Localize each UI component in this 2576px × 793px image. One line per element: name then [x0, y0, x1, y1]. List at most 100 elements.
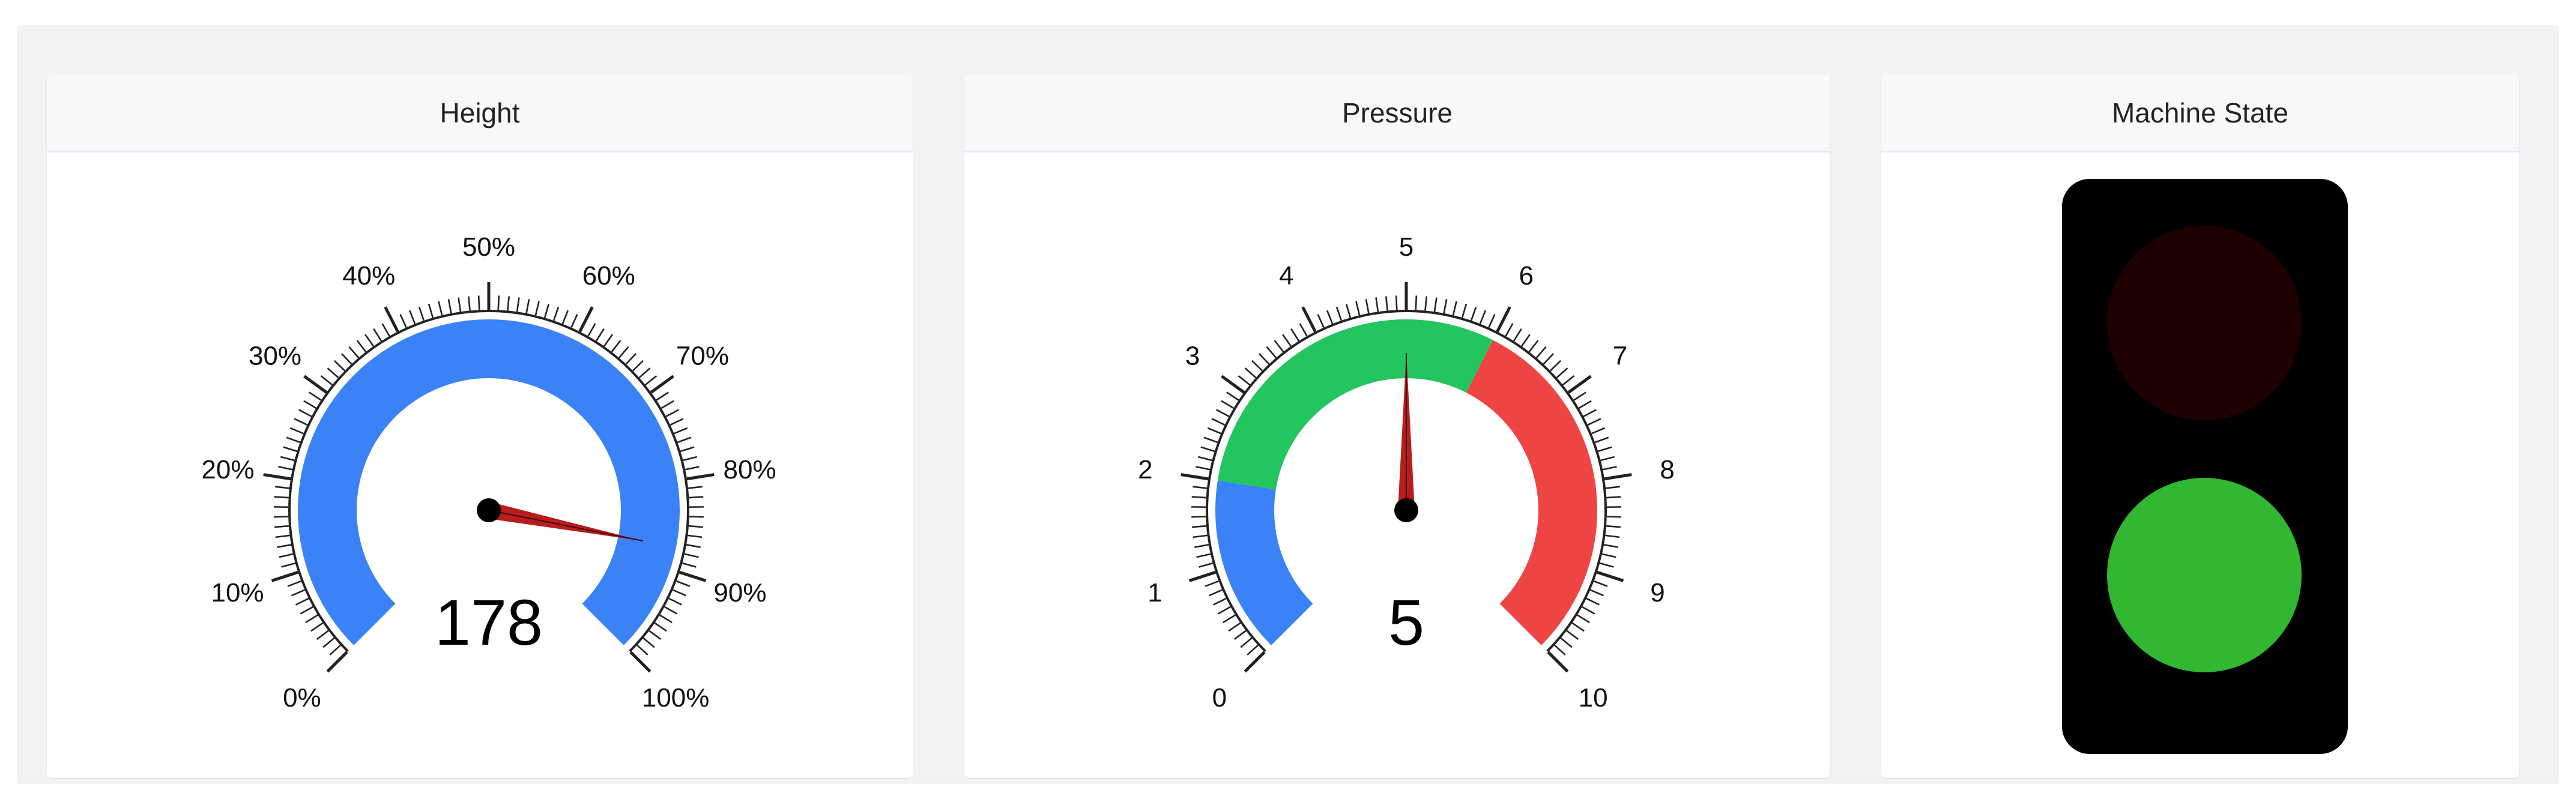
pressure-gauge-major-tick: [1604, 473, 1632, 481]
pressure-gauge-minor-tick: [1205, 580, 1220, 587]
pressure-gauge-minor-tick: [1247, 644, 1259, 656]
pressure-gauge-minor-tick: [1560, 637, 1573, 648]
height-gauge-tick-label: 10%: [211, 578, 264, 608]
height-gauge-minor-tick: [587, 323, 596, 337]
height-gauge-minor-tick: [409, 310, 416, 324]
height-gauge-minor-tick: [659, 614, 673, 624]
pressure-gauge-scale-arc: [1206, 309, 1607, 653]
height-gauge-minor-tick: [632, 360, 644, 372]
height-gauge-minor-tick: [289, 427, 304, 435]
pressure-gauge-minor-tick: [1207, 427, 1221, 435]
height-gauge-minor-tick: [381, 323, 390, 337]
height-gauge-major-tick: [650, 375, 674, 394]
height-gauge-major-tick: [271, 570, 299, 582]
height-gauge-tick-label: 20%: [201, 455, 254, 484]
pressure-gauge-minor-tick: [1470, 306, 1477, 321]
height-gauge-minor-tick: [274, 525, 289, 528]
machine-state-panel: Machine State: [1881, 74, 2519, 778]
pressure-gauge-minor-tick: [1212, 597, 1227, 606]
pressure-gauge-band-2: [1466, 340, 1597, 645]
height-gauge-minor-tick: [668, 597, 683, 606]
pressure-gauge-minor-tick: [1543, 353, 1555, 365]
height-gauge-minor-tick: [642, 637, 655, 648]
pressure-gauge-minor-tick: [1461, 303, 1468, 318]
height-gauge-tick-label: 80%: [724, 455, 776, 484]
pressure-gauge-minor-tick: [1192, 525, 1207, 528]
height-gauge-minor-tick: [497, 295, 500, 310]
height-gauge-band-0: [297, 319, 680, 645]
height-panel-header: Height: [47, 74, 913, 152]
pressure-gauge-tick-label: 3: [1185, 341, 1200, 370]
pressure-gauge-tick-label: 6: [1519, 261, 1534, 291]
pressure-gauge-minor-tick: [1345, 303, 1352, 318]
pressure-panel: Pressure 0 1 2 3 4 5 6 7 8 9 10 5: [964, 74, 1830, 778]
traffic-light-top-lamp: [2107, 226, 2302, 420]
pressure-gauge-minor-tick: [1208, 589, 1223, 597]
height-gauge-tick-label: 60%: [582, 261, 635, 291]
pressure-gauge-band-0: [1215, 480, 1313, 645]
height-gauge-minor-tick: [570, 314, 578, 328]
machine-state-panel-header: Machine State: [1881, 74, 2519, 152]
pressure-gauge-minor-tick: [1602, 466, 1617, 471]
pressure-gauge-minor-tick: [1233, 630, 1247, 640]
pressure-gauge-minor-tick: [1582, 606, 1595, 615]
height-gauge-minor-tick: [438, 301, 443, 316]
pressure-gauge-minor-tick: [1216, 409, 1230, 417]
height-gauge-minor-tick: [399, 314, 407, 328]
pressure-gauge-minor-tick: [1191, 496, 1206, 499]
height-gauge-minor-tick: [340, 353, 352, 365]
pressure-gauge-tick-label: 9: [1650, 578, 1664, 608]
height-gauge-minor-tick: [283, 446, 298, 453]
pressure-gauge-minor-tick: [1586, 597, 1600, 606]
pressure-gauge-major-tick: [1301, 306, 1317, 333]
height-gauge-minor-tick: [688, 525, 703, 528]
height-gauge-tick-label: 100%: [642, 683, 710, 713]
height-gauge-minor-tick: [644, 375, 658, 386]
pressure-gauge-minor-tick: [1221, 400, 1235, 409]
height-gauge-tick-label: 90%: [713, 578, 766, 608]
height-gauge-major-tick: [686, 473, 715, 481]
pressure-gauge-minor-tick: [1605, 486, 1620, 489]
pressure-gauge-minor-tick: [1355, 301, 1361, 316]
height-gauge-minor-tick: [670, 418, 684, 426]
pressure-panel-body: 0 1 2 3 4 5 6 7 8 9 10 5: [964, 152, 1830, 778]
pressure-gauge: 0 1 2 3 4 5 6 7 8 9 10 5: [1138, 232, 1675, 713]
pressure-gauge-minor-tick: [1199, 562, 1214, 568]
height-gauge-minor-tick: [618, 346, 629, 358]
pressure-gauge-minor-tick: [1505, 323, 1514, 337]
pressure-gauge-minor-tick: [1606, 525, 1621, 528]
height-gauge-tick-label: 70%: [676, 341, 729, 370]
height-gauge-scale-arc: [288, 309, 689, 653]
height-gauge-minor-tick: [320, 375, 333, 386]
height-gauge-minor-tick: [274, 496, 289, 499]
height-gauge-minor-tick: [447, 299, 452, 314]
dashboard-frame: Height 0% 10% 20% 30% 40% 50% 60% 70% 80% 90% 100%…: [17, 25, 2559, 784]
pressure-gauge-minor-tick: [1605, 534, 1620, 538]
height-gauge-major-tick: [263, 473, 291, 481]
pressure-gauge-minor-tick: [1549, 360, 1561, 372]
height-gauge-tick-label: 30%: [249, 341, 301, 370]
pressure-gauge-minor-tick: [1520, 334, 1531, 347]
pressure-gauge-minor-tick: [1200, 446, 1215, 453]
height-gauge-minor-tick: [611, 340, 621, 352]
pressure-gauge-minor-tick: [1606, 516, 1621, 518]
pressure-gauge-minor-tick: [1196, 466, 1211, 471]
pressure-gauge-minor-tick: [1317, 314, 1325, 328]
pressure-gauge-minor-tick: [1535, 346, 1547, 358]
height-gauge-major-tick: [629, 651, 652, 673]
pressure-gauge-minor-tick: [1274, 340, 1284, 352]
pressure-gauge-minor-tick: [1606, 496, 1621, 499]
pressure-gauge-minor-tick: [1335, 306, 1343, 321]
height-gauge-minor-tick: [373, 328, 382, 342]
pressure-gauge-tick-label: 8: [1660, 455, 1674, 484]
pressure-gauge-minor-tick: [1590, 589, 1604, 597]
height-gauge-minor-tick: [468, 296, 471, 311]
pressure-gauge-needle-hub: [1394, 498, 1418, 522]
height-gauge-minor-tick: [685, 466, 700, 471]
height-gauge-minor-tick: [300, 606, 313, 615]
height-gauge-minor-tick: [684, 553, 699, 558]
height-gauge-minor-tick: [686, 544, 701, 548]
height-panel-title: Height: [440, 97, 520, 128]
pressure-gauge-minor-tick: [1593, 580, 1608, 587]
height-gauge-minor-tick: [516, 297, 520, 312]
